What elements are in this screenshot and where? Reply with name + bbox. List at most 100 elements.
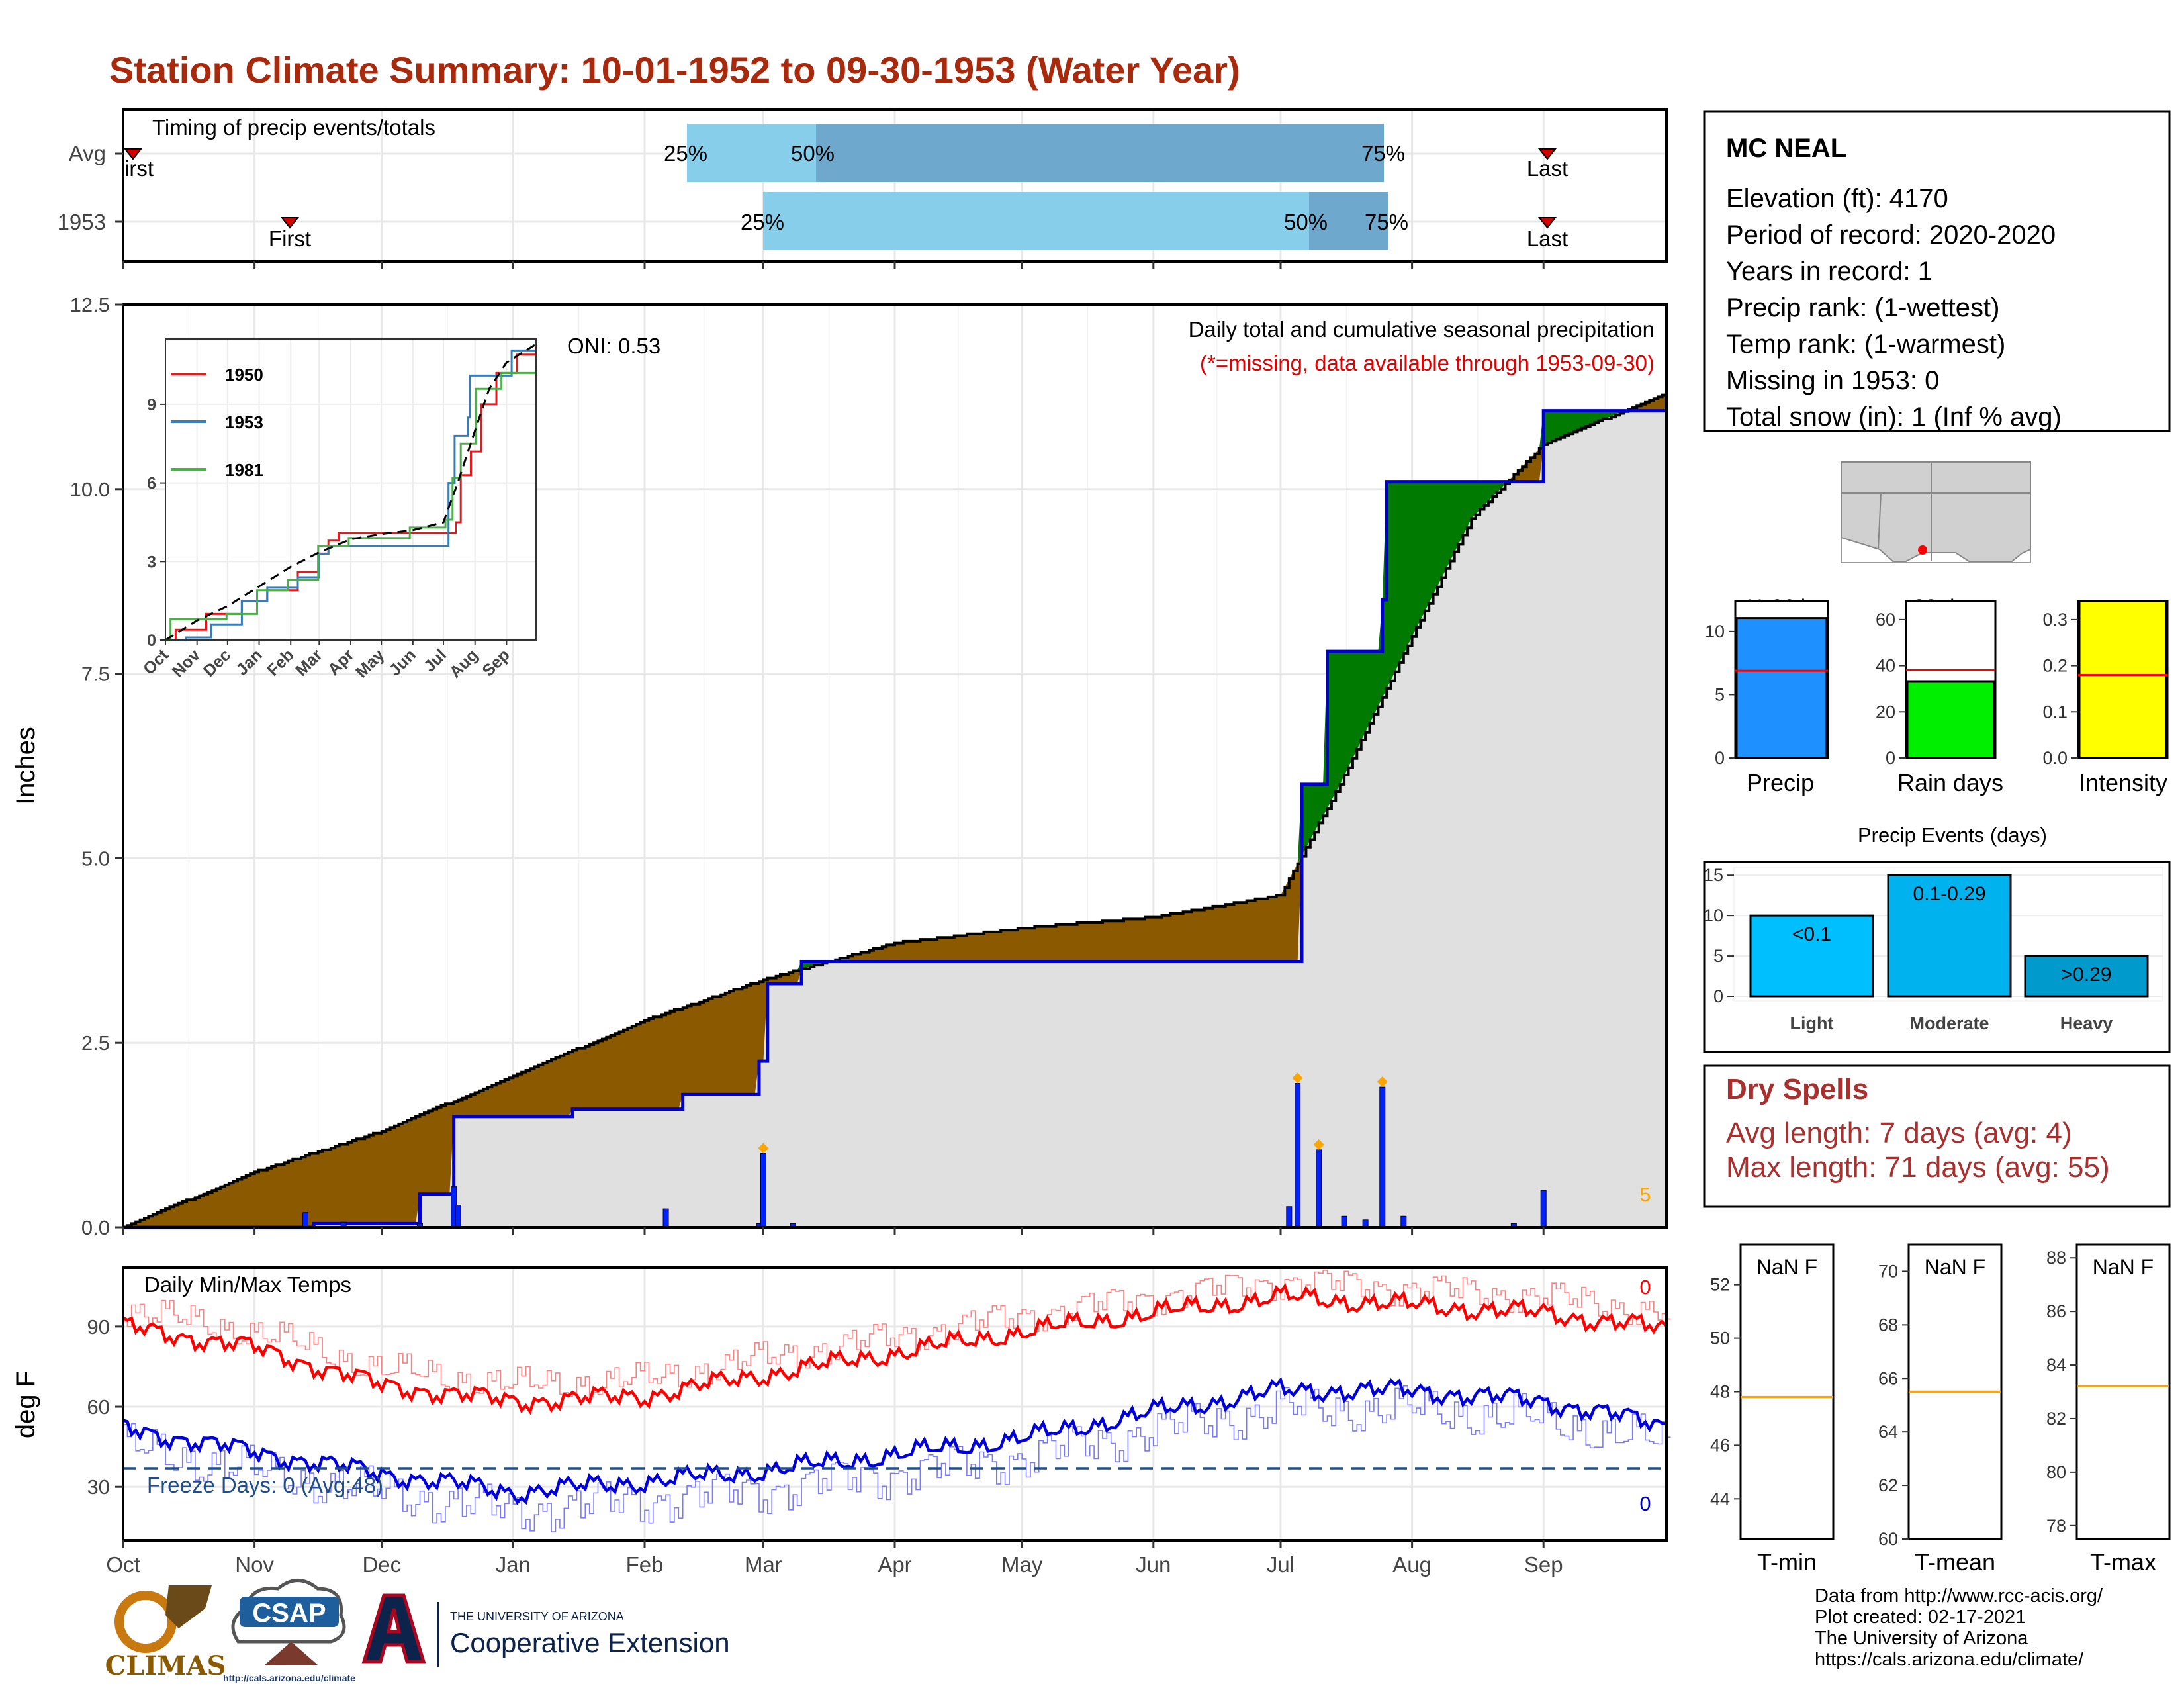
daily-precip-bar [1400,1215,1407,1228]
dry-max-length: Max length: 71 days (avg: 55) [1726,1151,2110,1184]
summary-intensity-label: Intensity [2079,769,2167,796]
inset-normal-line [165,343,537,641]
temp-summary-ytick-label: 78 [2046,1516,2066,1536]
climas-arrow-icon [165,1585,212,1628]
summary-ytick-label: 0 [1886,748,1895,768]
summary-ytick-label: 0.3 [2042,610,2068,630]
temp-summary-frame-T-max [2075,1243,2171,1540]
csap-banner [240,1597,339,1627]
station-period: Period of record: 2020-2020 [1726,220,2056,250]
month-label: Mar [745,1552,782,1577]
summary-ytick-label: 60 [1876,610,1895,630]
temp-summary-ytick-label: 64 [1878,1422,1898,1442]
summary-raindays-label: Rain days [1897,769,2003,796]
yr-last-label: Last [1527,226,1568,251]
station-temp-rank: Temp rank: (1-warmest) [1726,330,2005,359]
station-name: MC NEAL [1726,134,1846,163]
event-bar-label: <0.1 [1792,923,1831,945]
temp-summary-ytick-label: 88 [2046,1248,2066,1268]
temp-y-axis: 30 60 90 [87,1315,123,1499]
summary-ytick-label: 0.1 [2042,702,2068,722]
heavy-event-marker [1313,1139,1324,1150]
temp-summary-ytick-label: 86 [2046,1301,2066,1321]
daily-precip-bar [1540,1190,1547,1228]
location-map [1841,461,2031,563]
temp-summary-ytick-label: 66 [1878,1368,1898,1388]
temp-summary-value: NaN F [1756,1255,1817,1279]
map-states [1841,461,2031,562]
inset-ytick-label: 6 [147,475,156,493]
temp-summary-ytick-label: 62 [1878,1476,1898,1495]
events-ytick-label: 10 [1704,906,1723,925]
station-precip-rank: Precip rank: (1-wettest) [1726,293,1999,322]
tmin-normal-line [123,1385,1671,1532]
events-ytick-label: 0 [1713,986,1723,1006]
temp-summary-ytick-label: 50 [1710,1329,1730,1348]
min-count-label: 0 [1639,1492,1651,1515]
event-bar-Light [1749,914,1874,998]
month-label: Oct [106,1552,140,1577]
month-label: Apr [878,1552,911,1577]
month-label: Aug [1392,1552,1432,1577]
precip-subtitle: Daily total and cumulative seasonal prec… [1189,317,1655,342]
yr-25-50-bar [763,192,1309,250]
avg-first-marker [123,148,143,160]
station-info-box: MC NEAL Elevation (ft): 4170 Period of r… [1703,110,2171,432]
heavy-event-marker [1377,1076,1388,1088]
daily-precip-bar [1379,1086,1386,1228]
dry-avg-length: Avg length: 7 days (avg: 4) [1726,1117,2072,1149]
yr-first-label: First [269,226,311,251]
summary-ytick-label: 20 [1876,702,1895,722]
inset-ytick-label: 3 [147,553,156,571]
daily-precip-bar [662,1208,669,1228]
summary-ytick-label: 40 [1876,656,1895,676]
month-label: Jul [1267,1552,1295,1577]
precip-ytick-label: 7.5 [81,663,110,686]
event-category-label: Moderate [1909,1013,1989,1033]
event-category-label: Light [1790,1013,1834,1033]
events-ytick-label: 5 [1713,946,1723,966]
climas-sun-icon [114,1591,177,1653]
events-frame [1703,861,2171,1053]
event-bar-Moderate [1887,874,2012,998]
temp-summary-frame-T-min [1739,1243,1835,1540]
temp-summary-ytick-label: 44 [1710,1489,1730,1509]
ua-a-icon [361,1593,426,1664]
freeze-days-label: Freeze Days: 0 (Avg:48) [147,1473,383,1497]
precip-ytick-label: 0.0 [81,1216,110,1239]
avg-50-75-bar [816,124,1384,182]
event-bar-label: 0.1-0.29 [1913,883,1985,905]
temp-summary-ytick-label: 60 [1878,1529,1898,1549]
precip-ytick-label: 10.0 [70,478,110,501]
month-label: Jan [496,1552,531,1577]
month-label: Feb [626,1552,664,1577]
dry-title: Dry Spells [1726,1073,1868,1105]
tmin-line [122,1376,1667,1505]
page-title: Station Climate Summary: 10-01-1952 to 0… [109,49,1240,91]
daily-precip-bar [455,1205,461,1228]
inset-lines [165,343,537,641]
month-label: Jun [1136,1552,1171,1577]
temp-summary-label: T-max [2090,1548,2156,1575]
summary-precip-label: Precip [1747,769,1814,796]
event-bar-label: >0.29 [2062,964,2112,986]
inset-ytick-label: 9 [147,396,156,414]
yr-75-label: 75% [1365,210,1408,234]
missing-note: (*=missing, data available through 1953-… [1200,351,1655,375]
csap-logo: CSAP http://cals.arizona.edu/climate [223,1579,355,1683]
timing-row-avg: Avg [69,141,106,165]
observed-cumulative-line [123,409,1666,1229]
temp-title: Daily Min/Max Temps [144,1272,351,1297]
temp-summary-ytick-label: 84 [2046,1355,2066,1375]
precip-y-title: Inches [11,727,40,805]
heavy-event-marker [758,1143,769,1154]
station-missing: Missing in 1953: 0 [1726,366,1939,395]
station-total-snow: Total snow (in): 1 (Inf % avg) [1726,402,2062,432]
map-borders [1841,462,2030,561]
inset-series-1981 [165,370,537,641]
dry-frame [1703,1064,2171,1208]
station-years: Years in record: 1 [1726,257,1933,286]
month-axis: Oct Nov Dec Jan Feb Mar Apr May Jun Jul Aug Sep [106,1227,1563,1577]
yr-25-label: 25% [741,210,784,234]
